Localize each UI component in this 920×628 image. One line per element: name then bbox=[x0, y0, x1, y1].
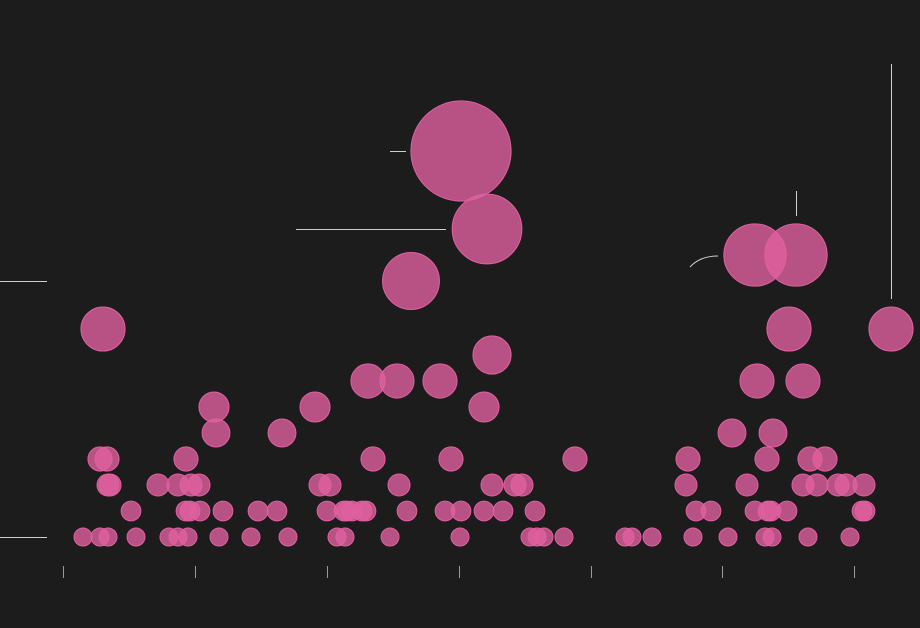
bubble bbox=[422, 363, 458, 399]
bubble bbox=[396, 500, 418, 522]
bubble bbox=[776, 500, 798, 522]
bubble bbox=[622, 527, 642, 547]
bubble bbox=[146, 473, 170, 497]
bubble bbox=[758, 418, 788, 448]
bubble bbox=[766, 306, 812, 352]
bubble bbox=[473, 500, 495, 522]
bubble bbox=[189, 500, 211, 522]
bubble bbox=[472, 335, 512, 375]
bubble bbox=[355, 500, 377, 522]
bubble bbox=[120, 500, 142, 522]
bubble bbox=[700, 500, 722, 522]
bubble bbox=[299, 391, 331, 423]
bubble bbox=[735, 473, 759, 497]
bubble bbox=[468, 391, 500, 423]
bubble bbox=[683, 527, 703, 547]
bubble bbox=[534, 527, 554, 547]
bubble bbox=[73, 527, 93, 547]
bubble bbox=[554, 527, 574, 547]
bubble bbox=[450, 527, 470, 547]
bubble bbox=[674, 473, 698, 497]
bubble bbox=[450, 500, 472, 522]
bubble bbox=[675, 446, 701, 472]
bubble bbox=[480, 473, 504, 497]
bubble bbox=[798, 527, 818, 547]
bubble bbox=[380, 527, 400, 547]
bubble bbox=[98, 527, 118, 547]
bubble bbox=[717, 418, 747, 448]
bubble bbox=[451, 193, 523, 265]
bubble bbox=[812, 446, 838, 472]
bubble bbox=[187, 473, 211, 497]
bubble bbox=[410, 100, 512, 202]
bubble bbox=[379, 363, 415, 399]
bubble bbox=[198, 391, 230, 423]
bubble bbox=[718, 527, 738, 547]
bubble bbox=[94, 446, 120, 472]
bubble bbox=[854, 500, 876, 522]
bubble bbox=[267, 418, 297, 448]
bubble bbox=[360, 446, 386, 472]
bubble bbox=[642, 527, 662, 547]
bubble bbox=[785, 363, 821, 399]
annotations bbox=[0, 64, 892, 538]
bubble bbox=[762, 527, 782, 547]
bubble bbox=[241, 527, 261, 547]
bubble bbox=[247, 500, 269, 522]
bubble bbox=[278, 527, 298, 547]
bubble bbox=[739, 363, 775, 399]
bubble bbox=[212, 500, 234, 522]
leader-curve bbox=[689, 255, 719, 268]
bubble bbox=[173, 446, 199, 472]
bubble bbox=[335, 527, 355, 547]
bubble bbox=[438, 446, 464, 472]
bubble bbox=[209, 527, 229, 547]
bubble bbox=[840, 527, 860, 547]
bubble bbox=[754, 446, 780, 472]
bubble bbox=[382, 252, 440, 310]
bubble bbox=[492, 500, 514, 522]
bubble bbox=[266, 500, 288, 522]
bubble bbox=[764, 223, 828, 287]
bubble bbox=[98, 473, 122, 497]
bubble bbox=[387, 473, 411, 497]
bubble bbox=[80, 306, 126, 352]
bubble bbox=[852, 473, 876, 497]
bubble bbox=[318, 473, 342, 497]
bubble bbox=[201, 418, 231, 448]
bubble bbox=[805, 473, 829, 497]
bubble bbox=[868, 306, 914, 352]
bubble bbox=[126, 527, 146, 547]
bubble bbox=[524, 500, 546, 522]
bubble bbox=[562, 446, 588, 472]
bubble bbox=[510, 473, 534, 497]
bubble bbox=[178, 527, 198, 547]
